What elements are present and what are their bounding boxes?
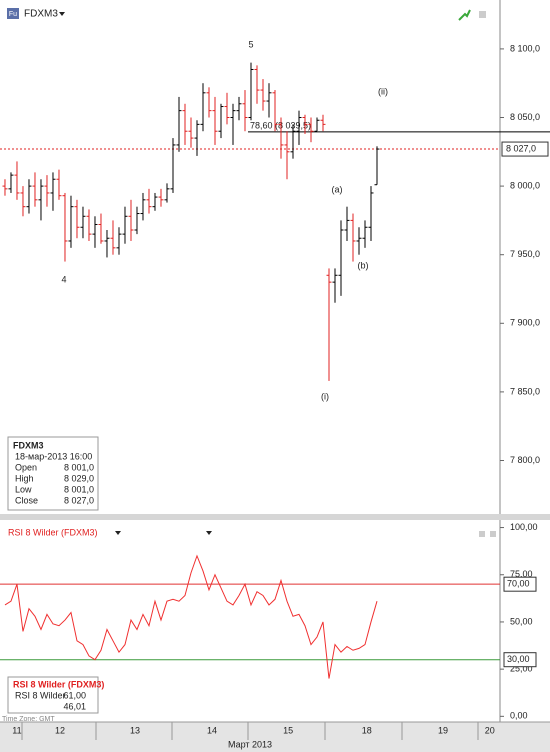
y-tick-label: 100,00: [510, 522, 538, 532]
x-tick-label: 19: [438, 725, 448, 735]
info-box: [7, 436, 99, 511]
info-value: 8 001,0: [64, 462, 94, 472]
info-label: Low: [15, 484, 32, 494]
symbol-name[interactable]: FDXM3: [24, 9, 58, 20]
level-box: [503, 576, 537, 592]
x-tick-label: 15: [283, 725, 293, 735]
y-tick-label: 7 800,0: [510, 455, 540, 465]
rsi-line: [4, 554, 378, 679]
y-tick-label: 50,00: [510, 616, 533, 626]
panel-divider: [0, 514, 550, 520]
info-rows: Open 8 001,0 High 8 029,0 Low 8 001,0 Close 8 0…: [15, 462, 94, 505]
rsi-info-title: RSI 8 Wilder (FDXM3): [13, 679, 104, 689]
y-tick-label: 25,00: [510, 664, 533, 674]
symbol-icon-text: Fu: [9, 11, 17, 18]
y-tick-label: 8 100,0: [510, 43, 540, 53]
rsi-icon-2[interactable]: [490, 531, 496, 537]
y-tick-label: 75,00: [510, 569, 533, 579]
rsi-info-box: [7, 676, 99, 714]
info-label: High: [15, 473, 34, 483]
wave-label: 5: [248, 39, 253, 49]
rsi-info-value: 61,00: [63, 690, 86, 700]
symbol-dropdown[interactable]: [59, 12, 65, 16]
last-price-box: [501, 141, 549, 157]
trend-icon[interactable]: [458, 9, 471, 21]
x-tick-label: 11: [12, 725, 21, 735]
info-value: 8 027,0: [64, 495, 94, 505]
last-price-label: 8 027,0: [506, 143, 536, 153]
info-symbol: FDXM3: [13, 440, 44, 450]
y-tick-label: 8 050,0: [510, 112, 540, 122]
rsi-icon[interactable]: [479, 531, 485, 537]
rsi-title[interactable]: RSI 8 Wilder (FDXM3): [8, 527, 98, 537]
rsi-info-value-2: 46,01: [63, 701, 86, 711]
wave-label: (i): [321, 391, 329, 401]
rsi-dropdown[interactable]: [115, 531, 121, 535]
x-tick-label: 18: [362, 725, 372, 735]
wave-label: (a): [332, 184, 343, 194]
x-tick-label: 13: [130, 725, 140, 735]
day-separators: [21, 722, 479, 740]
info-time: 18-мар-2013 16:00: [15, 451, 92, 461]
wave-label: (b): [358, 260, 369, 270]
y-tick-label: 7 850,0: [510, 386, 540, 396]
rsi-dropdown-2[interactable]: [206, 531, 212, 535]
info-label: Open: [15, 462, 37, 472]
info-value: 8 001,0: [64, 484, 94, 494]
symbol-icon[interactable]: [7, 8, 19, 19]
panel-icon[interactable]: [479, 11, 486, 18]
y-tick-label: 0,00: [510, 711, 528, 721]
time-zone: Time Zone: GMT: [2, 716, 55, 723]
x-tick-label: 14: [207, 725, 217, 735]
y-tick-label: 8 000,0: [510, 180, 540, 190]
info-value: 8 029,0: [64, 473, 94, 483]
wave-label: (ii): [378, 86, 388, 96]
level-box: [503, 652, 537, 668]
x-tick-label: 12: [55, 725, 65, 735]
y-tick-label: 7 900,0: [510, 318, 540, 328]
x-axis-label: Март 2013: [228, 739, 272, 749]
level-label: 30,00: [507, 654, 530, 664]
time-axis-bg: [0, 722, 550, 752]
wave-label: 4: [61, 274, 66, 284]
rsi-info-name: RSI 8 Wilder: [15, 690, 66, 700]
x-tick-label: 20: [485, 725, 495, 735]
y-tick-label: 7 950,0: [510, 249, 540, 259]
info-label: Close: [15, 495, 38, 505]
level-label: 70,00: [507, 579, 530, 589]
